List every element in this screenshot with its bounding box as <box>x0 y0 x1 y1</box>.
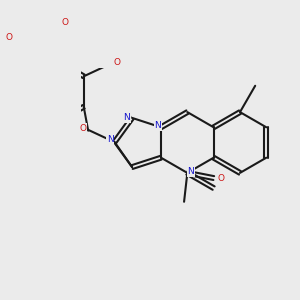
Text: O: O <box>217 174 224 183</box>
Text: O: O <box>61 18 69 27</box>
Text: N: N <box>107 135 114 144</box>
Text: N: N <box>123 113 130 122</box>
Text: N: N <box>187 167 194 176</box>
Text: O: O <box>5 33 12 42</box>
Text: O: O <box>113 58 120 67</box>
Text: O: O <box>80 124 87 133</box>
Text: N: N <box>154 121 161 130</box>
